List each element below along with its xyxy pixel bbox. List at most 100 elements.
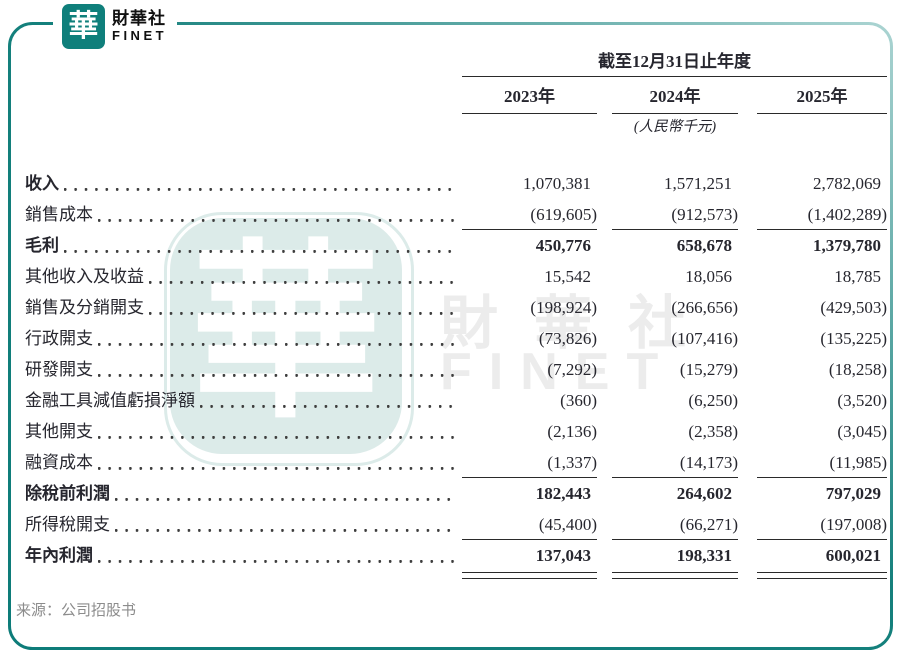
source-note: 来源：公司招股书 [16, 602, 137, 619]
value-2024: (912,573) [612, 199, 738, 230]
table-row: 除稅前利潤 182,443 264,602 797,029 [25, 478, 887, 509]
row-label: 毛利 [25, 236, 59, 255]
value-2023: 137,043 [535, 546, 591, 565]
value-2025: 797,029 [825, 484, 881, 503]
value-2024: (14,173) [612, 447, 738, 478]
value-2025: (429,503) [820, 298, 887, 317]
dotted-leader [98, 199, 456, 230]
row-label: 收入 [25, 174, 59, 193]
value-2025: 2,782,069 [813, 174, 881, 193]
value-2025: (3,520) [837, 391, 887, 410]
dotted-leader [98, 540, 456, 571]
dotted-leader [115, 509, 456, 540]
value-2024: 658,678 [676, 236, 732, 255]
table-header: 截至12月31日止年度 2023年 2024年 2025年 (人民幣千元) [462, 50, 887, 138]
value-2025: (1,402,289) [757, 199, 887, 230]
value-2025: (18,258) [828, 360, 887, 379]
value-2023: (1,337) [462, 447, 597, 478]
row-label: 除稅前利潤 [25, 484, 110, 503]
dotted-leader [149, 292, 456, 323]
value-2025: 600,021 [825, 546, 881, 565]
dotted-leader [98, 354, 456, 385]
brand-name-zh: 財華社 [112, 9, 166, 28]
finet-logo: 華 財華社 FINET [53, 0, 177, 54]
value-2024: (2,358) [688, 422, 738, 441]
table-row: 其他開支 (2,136) (2,358) (3,045) [25, 416, 887, 447]
table-row: 年內利潤 137,043 198,331 600,021 [25, 540, 887, 571]
value-2023: (45,400) [462, 509, 597, 540]
table-row: 銷售成本 (619,605) (912,573) (1,402,289) [25, 199, 887, 230]
table-row: 收入 1,070,381 1,571,251 2,782,069 [25, 168, 887, 199]
table-row: 行政開支 (73,826) (107,416) (135,225) [25, 323, 887, 354]
dotted-leader [200, 385, 456, 416]
value-2023: 15,542 [544, 267, 591, 286]
value-2023: (7,292) [547, 360, 597, 379]
value-2023: (360) [560, 391, 597, 410]
value-2025: (135,225) [820, 329, 887, 348]
table-row: 毛利 450,776 658,678 1,379,780 [25, 230, 887, 261]
row-label: 其他收入及收益 [25, 267, 144, 286]
dotted-leader [64, 168, 456, 199]
dotted-leader [149, 261, 456, 292]
value-2024: 264,602 [676, 484, 732, 503]
table-row: 其他收入及收益 15,542 18,056 18,785 [25, 261, 887, 292]
column-header-2024: 2024年 [612, 77, 738, 114]
value-2024: 18,056 [685, 267, 732, 286]
value-2024: (266,656) [671, 298, 738, 317]
column-header-2025: 2025年 [757, 77, 887, 114]
table-body: 收入 1,070,381 1,571,251 2,782,069 銷售成本 (6… [25, 168, 887, 582]
value-2024: (15,279) [679, 360, 738, 379]
value-2024: (66,271) [612, 509, 738, 540]
value-2023: 1,070,381 [523, 174, 591, 193]
value-2023: (619,605) [462, 199, 597, 230]
value-2025: (3,045) [837, 422, 887, 441]
value-2024: 198,331 [676, 546, 732, 565]
value-2023: (2,136) [547, 422, 597, 441]
value-2023: (73,826) [538, 329, 597, 348]
double-rule [25, 572, 887, 582]
double-rule-2023 [462, 572, 597, 579]
row-label: 銷售成本 [25, 205, 93, 224]
dotted-leader [64, 230, 456, 261]
brand-name-en: FINET [112, 28, 168, 43]
value-2023: (198,924) [530, 298, 597, 317]
currency-unit-note: (人民幣千元) [633, 119, 717, 135]
table-row: 銷售及分銷開支 (198,924) (266,656) (429,503) [25, 292, 887, 323]
row-label: 融資成本 [25, 453, 93, 472]
value-2023: 450,776 [535, 236, 591, 255]
column-header-2023: 2023年 [462, 77, 597, 114]
double-rule-2024 [612, 572, 738, 579]
value-2025: 18,785 [834, 267, 881, 286]
year-columns: 2023年 2024年 2025年 [462, 77, 887, 114]
double-rule-2025 [757, 572, 887, 579]
row-label: 年內利潤 [25, 546, 93, 565]
watermark-text-en: FINET [440, 343, 676, 401]
row-label: 金融工具減值虧損淨額 [25, 391, 195, 410]
watermark-text-zh: 財華社 [440, 291, 723, 356]
row-label: 所得稅開支 [25, 515, 110, 534]
row-label: 研發開支 [25, 360, 93, 379]
finet-logo-icon: 華 [62, 4, 105, 49]
row-label: 其他開支 [25, 422, 93, 441]
dotted-leader [98, 447, 456, 478]
period-header: 截至12月31日止年度 [462, 50, 887, 77]
table-row: 所得稅開支 (45,400) (66,271) (197,008) [25, 509, 887, 540]
value-2024: (6,250) [688, 391, 738, 410]
dotted-leader [98, 323, 456, 354]
table-row: 研發開支 (7,292) (15,279) (18,258) [25, 354, 887, 385]
value-2023: 182,443 [535, 484, 591, 503]
value-2024: 1,571,251 [664, 174, 732, 193]
dotted-leader [115, 478, 456, 509]
value-2025: (197,008) [757, 509, 887, 540]
finet-logo-character: 華 [68, 9, 99, 43]
dotted-leader [98, 416, 456, 447]
table-row: 融資成本 (1,337) (14,173) (11,985) [25, 447, 887, 478]
value-2025: (11,985) [757, 447, 887, 478]
value-2025: 1,379,780 [813, 236, 881, 255]
value-2024: (107,416) [671, 329, 738, 348]
row-label: 銷售及分銷開支 [25, 298, 144, 317]
row-label: 行政開支 [25, 329, 93, 348]
finet-logo-names: 財華社 FINET [112, 9, 167, 44]
